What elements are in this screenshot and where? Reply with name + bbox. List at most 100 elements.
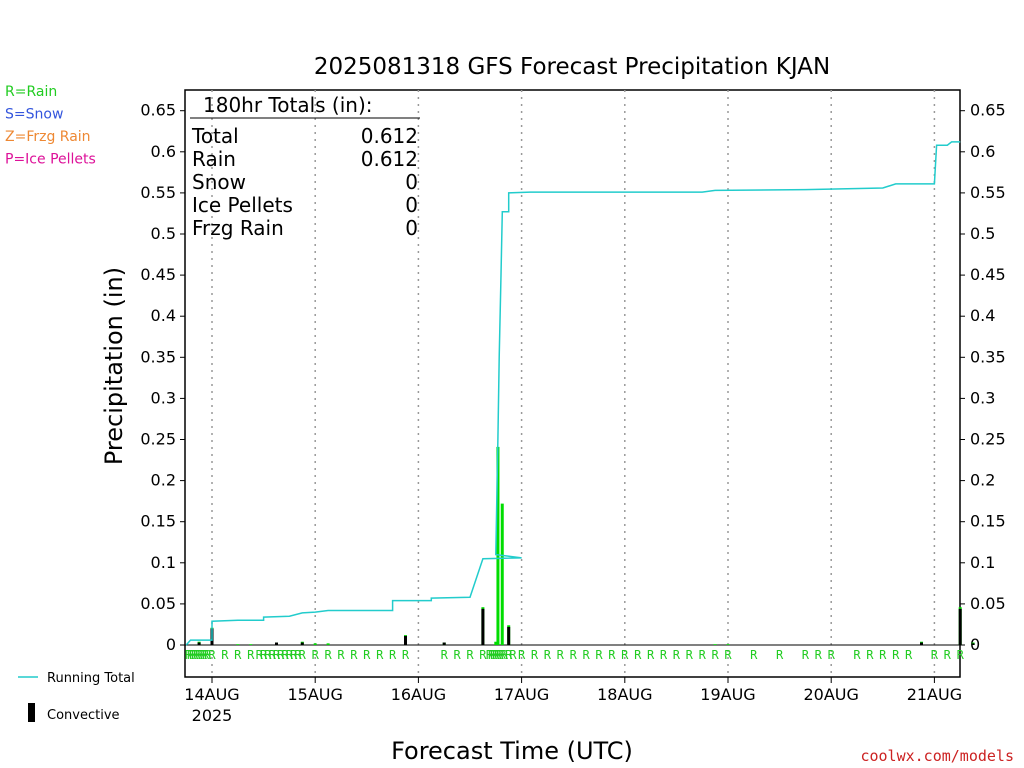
x-axis-year: 2025: [192, 706, 233, 725]
rain-type-mark: R: [281, 648, 289, 662]
line-legend: Running Total Convective: [18, 671, 135, 723]
rain-type-mark: R: [505, 648, 513, 662]
rain-type-mark: R: [312, 648, 320, 662]
convective-bar: [275, 642, 278, 645]
chart-title: 2025081318 GFS Forecast Precipitation KJ…: [314, 54, 830, 80]
x-tick-label: 21AUG: [907, 685, 962, 704]
totals-box: 180hr Totals (in): Total 0.612 Rain 0.612 Sn…: [190, 93, 420, 240]
rain-type-mark: R: [673, 648, 681, 662]
y-axis-right: 0 0.05 0.1 0.15 0.2 0.25 0.3 0.35 0.4 0.45 0.5 0.55…: [960, 101, 1006, 654]
rain-type-mark: R: [337, 648, 345, 662]
x-tick-label: 16AUG: [391, 685, 446, 704]
rain-type-mark: R: [931, 648, 939, 662]
rain-type-mark: R: [195, 648, 203, 662]
y-tick-label-left: 0.2: [151, 471, 176, 490]
rain-type-mark: R: [189, 648, 197, 662]
precip-type-legend-item: Z=Frzg Rain: [5, 129, 91, 145]
rain-type-mark: R: [557, 648, 565, 662]
y-tick-label-right: 0.6: [970, 142, 995, 161]
rain-bar: [249, 644, 253, 645]
y-tick-label-left: 0.1: [151, 553, 176, 572]
x-tick-label: 14AUG: [184, 685, 239, 704]
rain-type-mark: R: [595, 648, 603, 662]
convective-bar: [971, 643, 975, 645]
y-axis-label: Precipitation (in): [100, 267, 128, 465]
rain-type-mark: R: [494, 648, 502, 662]
running-total-legend-label: Running Total: [47, 671, 135, 686]
rain-type-mark: R: [389, 648, 397, 662]
convective-swatch: [28, 703, 35, 722]
rain-type-mark: R: [647, 648, 655, 662]
rain-type-mark: R: [699, 648, 707, 662]
y-tick-label-left: 0.6: [151, 142, 176, 161]
rain-type-mark: R: [441, 648, 449, 662]
rain-type-mark: R: [509, 648, 517, 662]
totals-row-value: 0.612: [361, 124, 418, 148]
rain-type-mark: R: [660, 648, 668, 662]
rain-bar: [496, 446, 500, 645]
y-tick-label-right: 0.25: [970, 430, 1006, 449]
rain-type-mark: R: [256, 648, 264, 662]
rain-type-mark: R: [866, 648, 874, 662]
rain-type-mark: R: [686, 648, 694, 662]
y-tick-label-left: 0.15: [140, 512, 176, 531]
totals-row-label: Ice Pellets: [192, 193, 293, 217]
y-tick-label-left: 0.65: [140, 101, 176, 120]
rain-type-mark: R: [324, 648, 332, 662]
grid-lines: [211, 90, 936, 677]
convective-bar: [507, 626, 511, 645]
x-tick-label: 19AUG: [700, 685, 755, 704]
totals-row-label: Snow: [192, 170, 246, 194]
rain-type-mark: R: [290, 648, 298, 662]
totals-header: 180hr Totals (in):: [203, 93, 373, 117]
rain-type-mark: R: [208, 648, 216, 662]
x-tick-label: 17AUG: [494, 685, 549, 704]
rain-type-mark: R: [185, 648, 193, 662]
x-axis: 14AUG 15AUG 16AUG 17AUG 18AUG 19AUG 20AUG 21AUG: [184, 677, 962, 704]
rain-type-mark: R: [260, 648, 268, 662]
x-tick-label: 15AUG: [287, 685, 342, 704]
y-tick-label-right: 0.1: [970, 553, 995, 572]
rain-type-mark: R: [496, 648, 504, 662]
rain-type-mark: R: [247, 648, 255, 662]
totals-row-label: Rain: [192, 147, 236, 171]
rain-bar: [326, 643, 330, 645]
y-tick-label-right: 0.05: [970, 594, 1006, 613]
rain-type-mark: R: [202, 648, 210, 662]
rain-type-mark: R: [724, 648, 732, 662]
rain-bar: [726, 644, 730, 645]
bar-series: [197, 446, 975, 645]
totals-row-value: 0: [405, 170, 418, 194]
rain-type-mark: R: [453, 648, 461, 662]
precip-type-legend-item: P=Ice Pellets: [5, 152, 96, 168]
running-total-line: [185, 141, 961, 646]
rain-type-mark: R: [488, 648, 496, 662]
rain-type-mark: R: [501, 648, 509, 662]
rain-type-mark: R: [273, 648, 281, 662]
y-tick-label-right: 0.5: [970, 224, 995, 243]
precip-type-legend: R=Rain S=Snow Z=Frzg Rain P=Ice Pellets: [5, 84, 96, 168]
rain-type-mark: R: [531, 648, 539, 662]
rain-type-mark: R: [944, 648, 952, 662]
rain-type-mark: R: [286, 648, 294, 662]
y-tick-label-right: 0.2: [970, 471, 995, 490]
convective-bar: [300, 642, 304, 645]
rain-type-mark: R: [905, 648, 913, 662]
convective-legend-label: Convective: [47, 708, 120, 723]
convective-bar: [958, 608, 962, 645]
rain-type-mark: R: [363, 648, 371, 662]
rain-type-mark: R: [582, 648, 590, 662]
rain-type-mark: R: [200, 648, 208, 662]
y-tick-label-right: 0: [970, 635, 980, 654]
rain-type-mark: R: [853, 648, 861, 662]
rain-type-mark: R: [750, 648, 758, 662]
y-tick-label-right: 0.35: [970, 347, 1006, 366]
x-tick-label: 18AUG: [597, 685, 652, 704]
convective-bar: [481, 608, 485, 645]
rain-type-mark: R: [634, 648, 642, 662]
y-tick-label-left: 0.35: [140, 347, 176, 366]
rain-type-mark: R: [376, 648, 384, 662]
y-tick-label-right: 0.3: [970, 388, 995, 407]
precip-type-legend-item: S=Snow: [5, 107, 63, 123]
